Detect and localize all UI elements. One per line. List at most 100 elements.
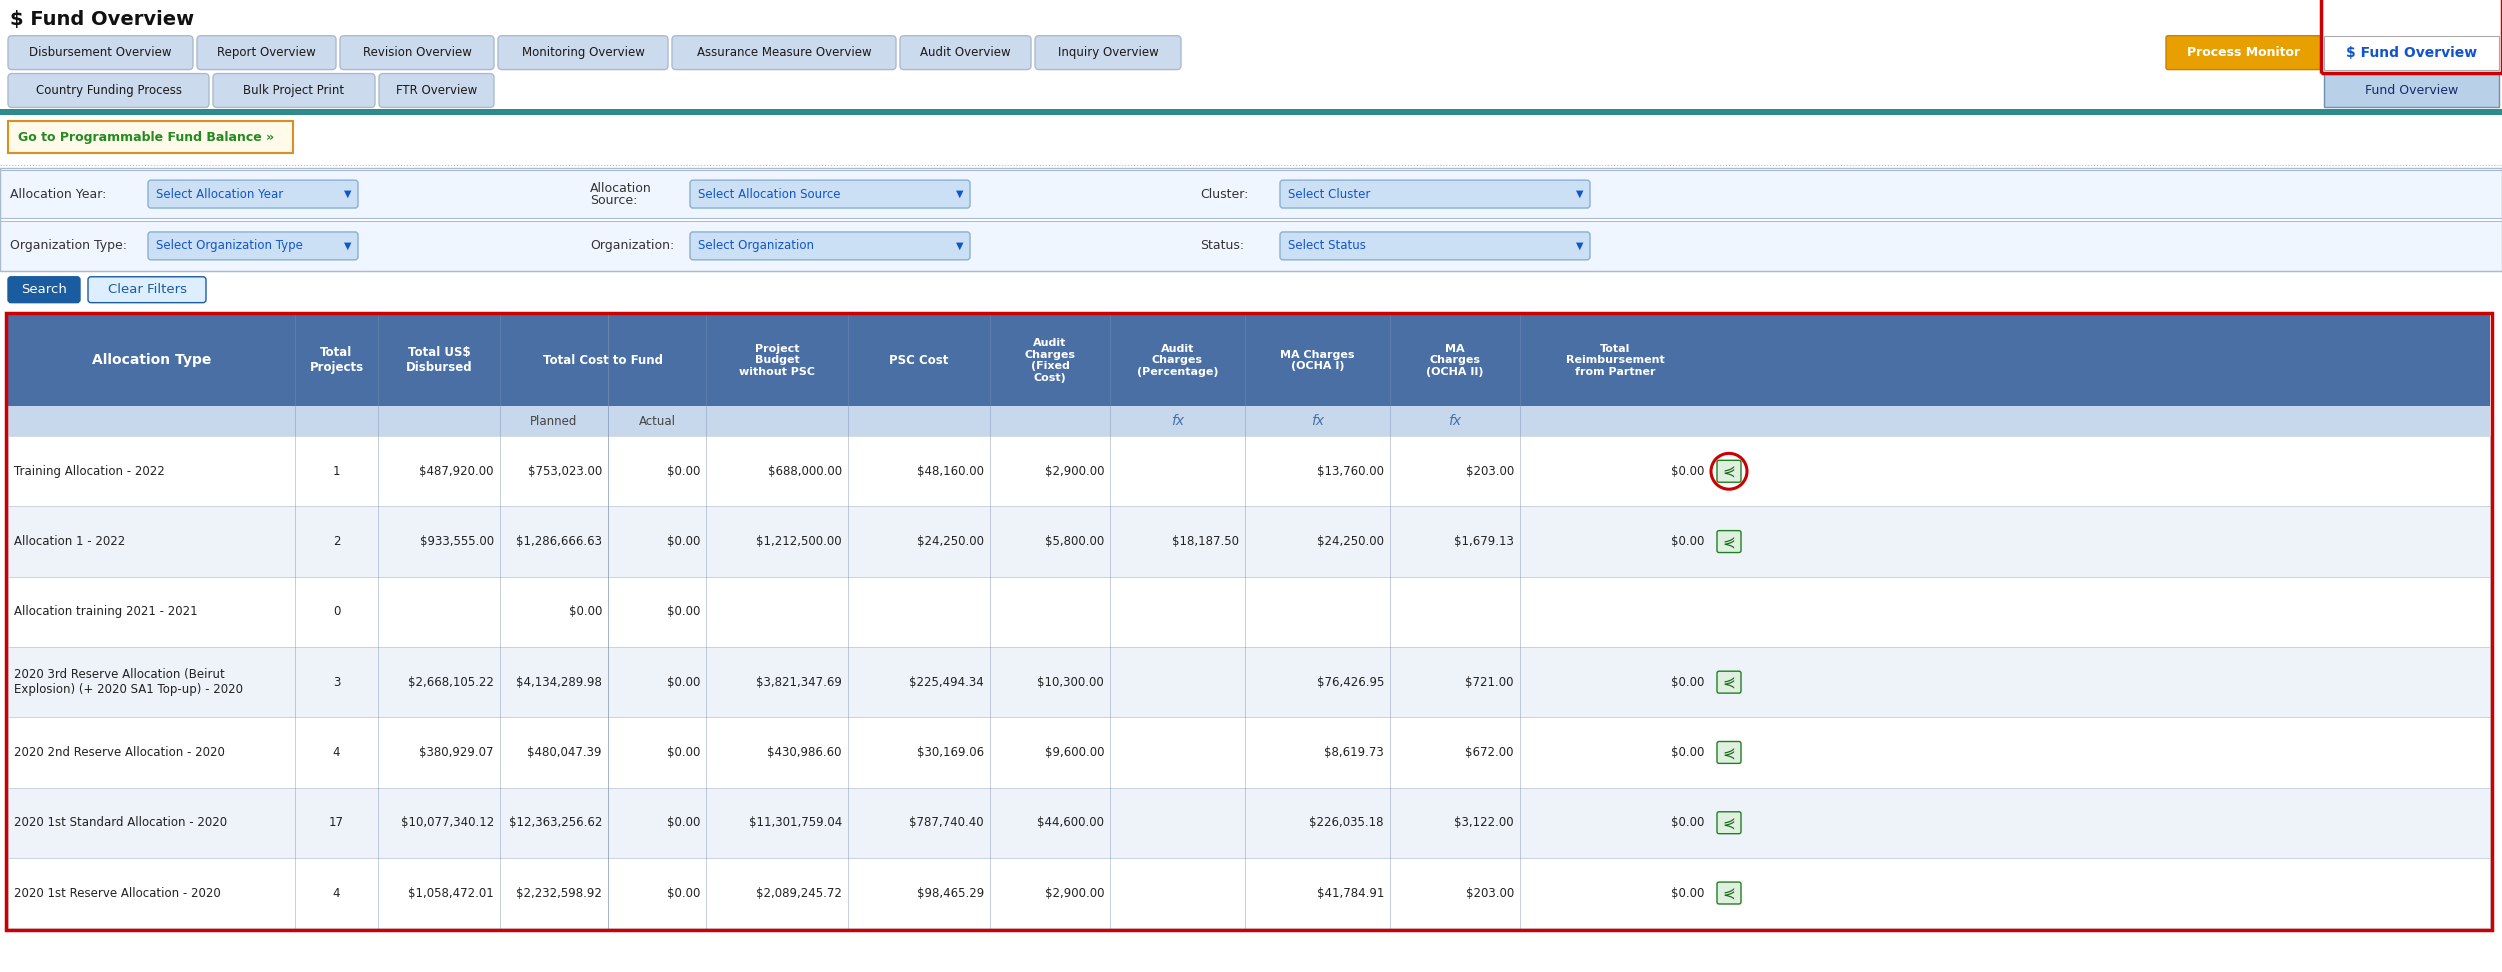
Text: ⋞: ⋞	[1721, 816, 1736, 830]
Text: $2,089,245.72: $2,089,245.72	[756, 886, 843, 899]
Text: Clear Filters: Clear Filters	[108, 283, 188, 296]
Text: Process Monitor: Process Monitor	[2187, 46, 2299, 59]
Text: Total Cost to Fund: Total Cost to Fund	[543, 354, 663, 367]
Text: $5,800.00: $5,800.00	[1046, 535, 1103, 548]
Bar	[0, 170, 2502, 218]
Text: $10,300.00: $10,300.00	[1038, 676, 1103, 688]
FancyBboxPatch shape	[691, 180, 971, 208]
Bar	[2324, 74, 2499, 108]
FancyBboxPatch shape	[1716, 672, 1741, 693]
Text: 2: 2	[333, 535, 340, 548]
Text: $24,250.00: $24,250.00	[1316, 535, 1384, 548]
Text: $98,465.29: $98,465.29	[916, 886, 983, 899]
Text: $753,023.00: $753,023.00	[528, 465, 603, 478]
Text: $30,169.06: $30,169.06	[916, 746, 983, 759]
Text: $1,679.13: $1,679.13	[1454, 535, 1514, 548]
Text: $430,986.60: $430,986.60	[768, 746, 843, 759]
FancyBboxPatch shape	[691, 232, 971, 260]
Text: 2020 1st Standard Allocation - 2020: 2020 1st Standard Allocation - 2020	[15, 816, 228, 829]
Text: $12,363,256.62: $12,363,256.62	[508, 816, 603, 829]
Text: $0.00: $0.00	[666, 886, 701, 899]
Text: ▼: ▼	[956, 241, 963, 251]
FancyBboxPatch shape	[1716, 882, 1741, 904]
FancyBboxPatch shape	[8, 277, 80, 302]
Text: Allocation training 2021 - 2021: Allocation training 2021 - 2021	[15, 606, 198, 618]
Text: Select Allocation Year: Select Allocation Year	[155, 188, 283, 200]
Text: Fund Overview: Fund Overview	[2364, 84, 2457, 97]
Text: 2020 1st Reserve Allocation - 2020: 2020 1st Reserve Allocation - 2020	[15, 886, 220, 899]
Text: ▼: ▼	[343, 190, 350, 199]
Text: $0.00: $0.00	[1671, 886, 1704, 899]
Text: $3,821,347.69: $3,821,347.69	[756, 676, 843, 688]
FancyBboxPatch shape	[8, 74, 210, 108]
Text: Allocation Type: Allocation Type	[93, 354, 210, 367]
Text: $203.00: $203.00	[1466, 886, 1514, 899]
Text: $2,900.00: $2,900.00	[1043, 465, 1103, 478]
Text: Go to Programmable Fund Balance »: Go to Programmable Fund Balance »	[18, 131, 275, 144]
Text: $721.00: $721.00	[1466, 676, 1514, 688]
Text: $0.00: $0.00	[666, 465, 701, 478]
Text: $688,000.00: $688,000.00	[768, 465, 843, 478]
FancyBboxPatch shape	[1716, 461, 1741, 482]
FancyBboxPatch shape	[378, 74, 493, 108]
Text: Project
Budget
without PSC: Project Budget without PSC	[738, 344, 816, 377]
Text: $10,077,340.12: $10,077,340.12	[400, 816, 493, 829]
Text: Total
Reimbursement
from Partner: Total Reimbursement from Partner	[1566, 344, 1664, 377]
FancyBboxPatch shape	[1716, 531, 1741, 552]
Text: 1: 1	[333, 465, 340, 478]
Bar	[0, 222, 2502, 270]
Bar	[8, 406, 2489, 436]
Text: Organization:: Organization:	[590, 239, 673, 253]
Text: $2,668,105.22: $2,668,105.22	[408, 676, 493, 688]
Text: $933,555.00: $933,555.00	[420, 535, 493, 548]
Text: $380,929.07: $380,929.07	[420, 746, 493, 759]
Text: $13,760.00: $13,760.00	[1316, 465, 1384, 478]
Text: Select Status: Select Status	[1289, 239, 1366, 253]
Text: $0.00: $0.00	[666, 606, 701, 618]
Text: Planned: Planned	[530, 415, 578, 428]
Text: Training Allocation - 2022: Training Allocation - 2022	[15, 465, 165, 478]
Text: Cluster:: Cluster:	[1201, 188, 1248, 200]
Text: $672.00: $672.00	[1466, 746, 1514, 759]
FancyBboxPatch shape	[340, 36, 493, 70]
Text: $0.00: $0.00	[568, 606, 603, 618]
Bar	[0, 110, 2502, 116]
Bar	[2322, 0, 2502, 73]
FancyBboxPatch shape	[148, 180, 358, 208]
Text: ▼: ▼	[343, 241, 350, 251]
Text: ▼: ▼	[1576, 241, 1584, 251]
Text: Report Overview: Report Overview	[218, 46, 315, 59]
Bar	[5, 313, 2492, 930]
Text: Total
Projects: Total Projects	[310, 346, 363, 374]
Text: $226,035.18: $226,035.18	[1309, 816, 1384, 829]
Text: $9,600.00: $9,600.00	[1043, 746, 1103, 759]
Text: Allocation: Allocation	[590, 182, 651, 194]
FancyBboxPatch shape	[2167, 36, 2322, 70]
Text: Audit Overview: Audit Overview	[921, 46, 1011, 59]
Bar	[2324, 36, 2499, 70]
FancyBboxPatch shape	[213, 74, 375, 108]
Text: 0: 0	[333, 606, 340, 618]
Text: ▼: ▼	[956, 190, 963, 199]
Text: Search: Search	[20, 283, 68, 296]
Text: fx: fx	[1449, 414, 1461, 429]
Text: $225,494.34: $225,494.34	[908, 676, 983, 688]
Text: $0.00: $0.00	[666, 746, 701, 759]
Text: $48,160.00: $48,160.00	[918, 465, 983, 478]
Text: $ Fund Overview: $ Fund Overview	[10, 11, 195, 29]
Text: Select Cluster: Select Cluster	[1289, 188, 1371, 200]
Bar	[8, 787, 2489, 858]
Text: Total US$
Disbursed: Total US$ Disbursed	[405, 346, 473, 374]
Text: Actual: Actual	[638, 415, 676, 428]
Bar	[8, 576, 2489, 647]
Text: Bulk Project Print: Bulk Project Print	[243, 84, 345, 97]
Bar	[8, 315, 2489, 406]
FancyBboxPatch shape	[1036, 36, 1181, 70]
Text: $24,250.00: $24,250.00	[918, 535, 983, 548]
Text: $18,187.50: $18,187.50	[1171, 535, 1238, 548]
FancyBboxPatch shape	[8, 36, 193, 70]
Text: $11,301,759.04: $11,301,759.04	[748, 816, 843, 829]
Text: Select Organization: Select Organization	[698, 239, 813, 253]
Text: $487,920.00: $487,920.00	[420, 465, 493, 478]
Text: $0.00: $0.00	[666, 816, 701, 829]
